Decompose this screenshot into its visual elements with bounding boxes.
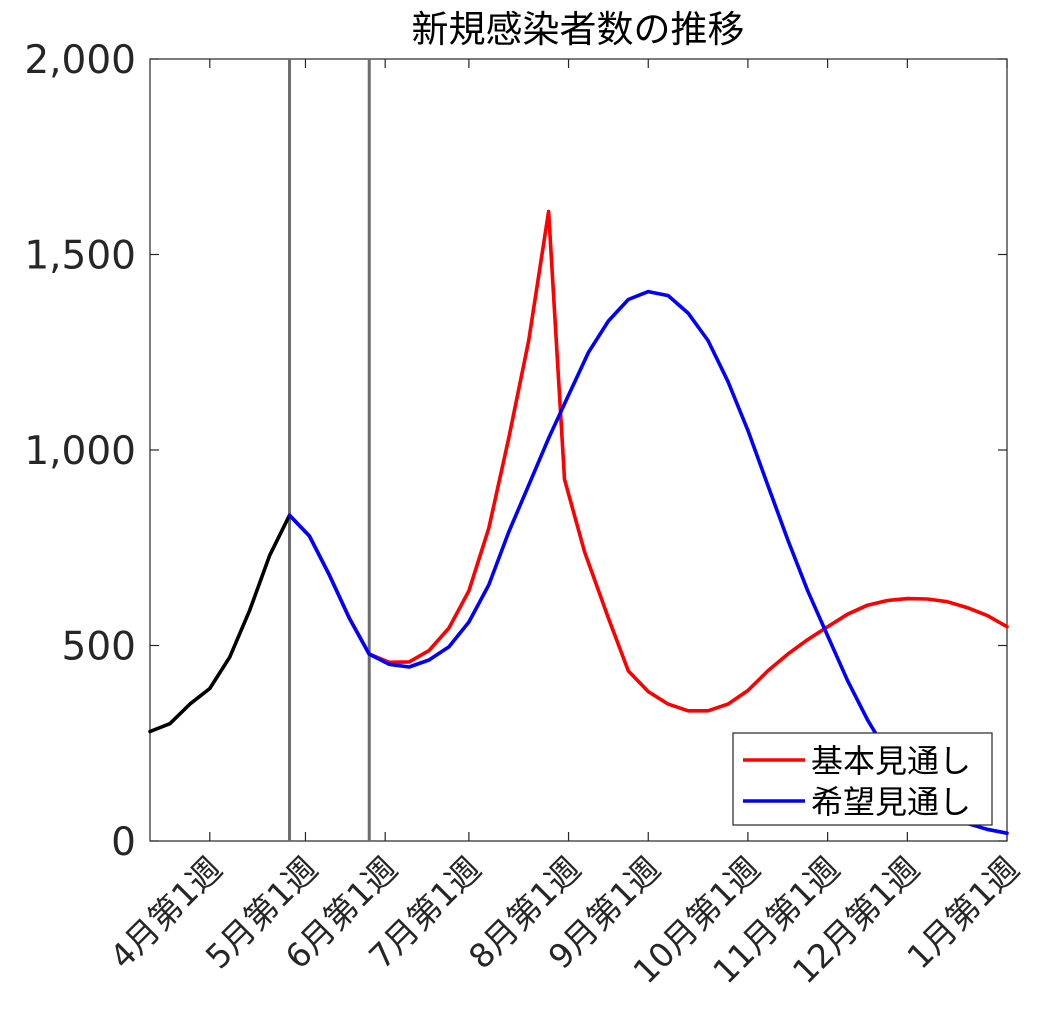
y-tick-label: 1,000	[24, 429, 136, 474]
legend-label: 希望見通し	[811, 783, 971, 821]
chart-title: 新規感染者数の推移	[412, 8, 745, 51]
y-tick-label: 2,000	[24, 38, 136, 83]
series-line-1	[290, 212, 1008, 711]
y-tick-label: 0	[111, 820, 136, 865]
plot-area: 05001,0001,5002,0004月第1週5月第1週6月第1週7月第1週8…	[24, 38, 1026, 991]
y-tick-label: 500	[62, 625, 136, 670]
y-tick-label: 1,500	[24, 234, 136, 279]
legend-label: 基本見通し	[811, 742, 971, 780]
axes-box	[150, 59, 1007, 841]
series-line-0	[150, 515, 290, 731]
